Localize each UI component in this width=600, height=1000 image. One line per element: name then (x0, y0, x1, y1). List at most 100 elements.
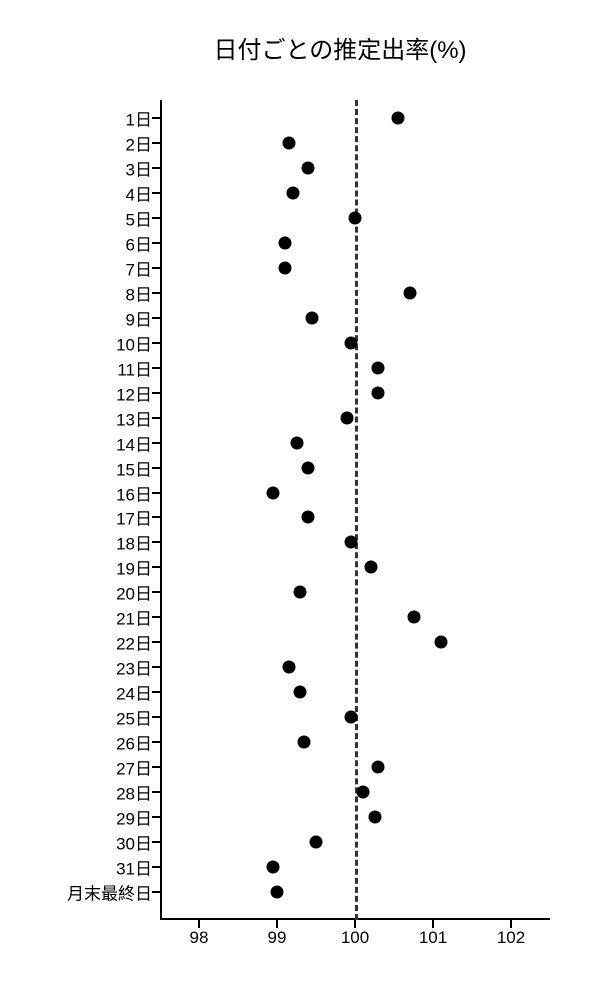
y-axis-label: 15日 (116, 455, 152, 480)
y-tick (152, 591, 160, 593)
chart-container: 日付ごとの推定出率(%) 1日2日3日4日5日6日7日8日9日10日11日12日… (0, 30, 600, 970)
data-point (271, 886, 284, 899)
data-point (294, 586, 307, 599)
y-tick (152, 267, 160, 269)
x-axis-label: 98 (190, 928, 209, 948)
y-tick (152, 492, 160, 494)
y-axis-label: 11日 (117, 355, 152, 380)
y-tick (152, 292, 160, 294)
plot-area: 1日2日3日4日5日6日7日8日9日10日11日12日13日14日15日16日1… (160, 100, 550, 920)
y-axis (160, 100, 162, 920)
y-tick (152, 691, 160, 693)
y-tick (152, 417, 160, 419)
y-tick (152, 616, 160, 618)
y-tick (152, 217, 160, 219)
data-point (306, 311, 319, 324)
y-tick (152, 891, 160, 893)
y-axis-label: 20日 (116, 580, 152, 605)
y-tick (152, 716, 160, 718)
y-tick (152, 841, 160, 843)
data-point (302, 461, 315, 474)
y-axis-label: 21日 (116, 605, 152, 630)
y-axis-label: 22日 (116, 630, 152, 655)
y-tick (152, 317, 160, 319)
y-axis-label: 14日 (116, 430, 152, 455)
y-axis-label: 17日 (116, 505, 152, 530)
y-axis-label: 6日 (126, 230, 152, 255)
data-point (294, 686, 307, 699)
y-tick (152, 516, 160, 518)
data-point (349, 211, 362, 224)
data-point (302, 511, 315, 524)
y-axis-label: 19日 (116, 555, 152, 580)
x-tick (432, 920, 434, 928)
y-axis-label: 9日 (126, 305, 152, 330)
y-tick (152, 442, 160, 444)
data-point (391, 112, 404, 125)
data-point (345, 711, 358, 724)
y-tick (152, 666, 160, 668)
y-tick (152, 242, 160, 244)
y-axis-label: 18日 (116, 530, 152, 555)
data-point (278, 261, 291, 274)
y-axis-label: 27日 (116, 755, 152, 780)
data-point (372, 386, 385, 399)
x-axis-label: 99 (268, 928, 287, 948)
x-tick (510, 920, 512, 928)
y-tick (152, 741, 160, 743)
y-tick (152, 367, 160, 369)
y-axis-label: 5日 (126, 205, 152, 230)
y-tick (152, 566, 160, 568)
data-point (278, 236, 291, 249)
x-tick (276, 920, 278, 928)
data-point (345, 336, 358, 349)
y-axis-label: 26日 (116, 730, 152, 755)
data-point (286, 186, 299, 199)
data-point (407, 611, 420, 624)
y-axis-label: 31日 (116, 855, 152, 880)
y-tick (152, 766, 160, 768)
data-point (267, 861, 280, 874)
y-tick (152, 816, 160, 818)
y-axis-label: 4日 (126, 180, 152, 205)
y-tick (152, 392, 160, 394)
data-point (302, 161, 315, 174)
y-tick (152, 342, 160, 344)
data-point (372, 761, 385, 774)
x-axis-label: 101 (419, 928, 447, 948)
data-point (310, 836, 323, 849)
y-tick (152, 866, 160, 868)
y-tick (152, 541, 160, 543)
data-point (368, 811, 381, 824)
y-axis-label: 28日 (116, 780, 152, 805)
y-tick (152, 117, 160, 119)
y-axis-label: 月末最終日 (67, 880, 152, 905)
data-point (372, 361, 385, 374)
y-axis-label: 3日 (126, 155, 152, 180)
y-tick (152, 641, 160, 643)
data-point (364, 561, 377, 574)
x-tick (354, 920, 356, 928)
y-axis-label: 12日 (116, 380, 152, 405)
data-point (356, 786, 369, 799)
y-axis-label: 29日 (116, 805, 152, 830)
x-axis-label: 100 (341, 928, 369, 948)
y-tick (152, 791, 160, 793)
data-point (282, 661, 295, 674)
chart-title: 日付ごとの推定出率(%) (0, 30, 600, 65)
y-tick (152, 142, 160, 144)
y-axis-label: 10日 (116, 330, 152, 355)
data-point (341, 411, 354, 424)
data-point (282, 136, 295, 149)
data-point (290, 436, 303, 449)
y-axis-label: 23日 (116, 655, 152, 680)
y-axis-label: 1日 (126, 106, 152, 131)
y-tick (152, 192, 160, 194)
data-point (345, 536, 358, 549)
y-axis-label: 13日 (116, 405, 152, 430)
y-axis-label: 25日 (116, 705, 152, 730)
y-tick (152, 467, 160, 469)
data-point (298, 736, 311, 749)
x-tick (198, 920, 200, 928)
y-axis-label: 2日 (126, 130, 152, 155)
